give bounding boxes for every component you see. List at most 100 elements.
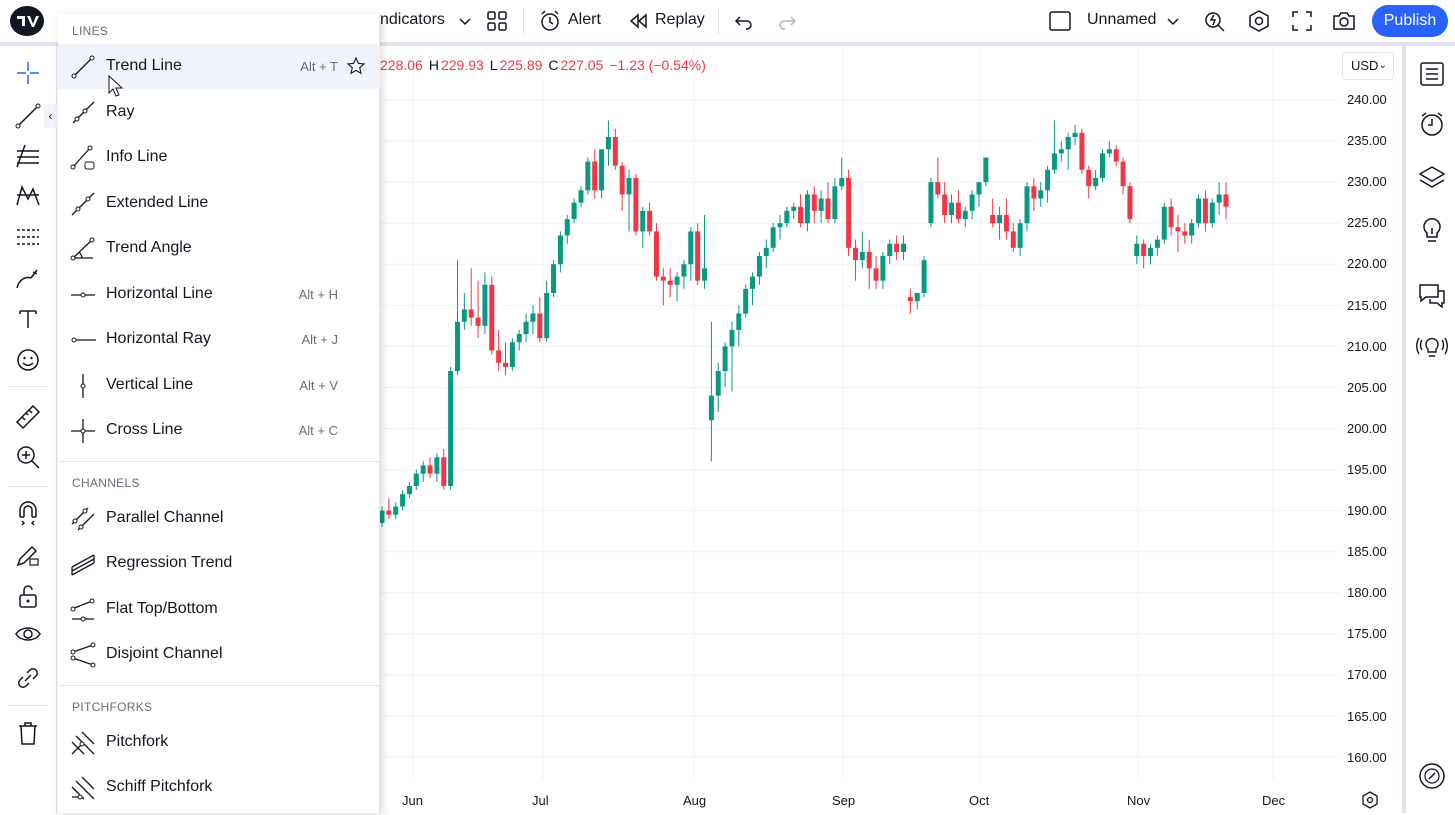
streams-lightbulb-icon[interactable] [1416, 330, 1448, 362]
candle [509, 338, 515, 372]
menu-item-regression-trend[interactable]: Regression Trend [58, 541, 380, 586]
camera-snapshot-icon[interactable] [1331, 8, 1357, 34]
ideas-lightbulb-icon[interactable] [1416, 214, 1448, 246]
settings-hexagon-icon[interactable] [1246, 8, 1272, 34]
crosshair-icon[interactable] [13, 58, 43, 88]
magnet-icon[interactable] [13, 500, 43, 530]
replay-icon[interactable] [626, 8, 652, 34]
candlestick-chart[interactable] [380, 46, 1340, 780]
menu-item-cross-line[interactable]: Cross Line Alt + C [58, 408, 380, 453]
undo-icon[interactable] [731, 8, 757, 34]
candle [1182, 223, 1188, 244]
layout-checkbox-icon[interactable] [1047, 8, 1073, 34]
price-tick-label: 215.00 [1347, 297, 1387, 313]
candle [798, 194, 804, 228]
candle [544, 280, 550, 343]
trend-line-tool-icon[interactable] [13, 101, 43, 131]
chevron-down-icon[interactable] [452, 8, 478, 34]
menu-item-flat-top-bottom[interactable]: Flat Top/Bottom [58, 587, 380, 632]
menu-item-parallel-channel[interactable]: Parallel Channel [58, 496, 380, 541]
ohlc-legend: 228.06 H 229.93 L 225.89 C 227.05 −1.23 (−0.54%… [380, 57, 712, 73]
menu-item-vertical-line[interactable]: Vertical Line Alt + V [58, 363, 380, 408]
candle [681, 260, 687, 289]
candle [866, 239, 872, 289]
candle [640, 206, 646, 248]
ruler-icon[interactable] [13, 402, 43, 432]
indicators-button[interactable]: ndicators [380, 11, 445, 28]
text-tool-icon[interactable] [13, 304, 43, 334]
candle [900, 235, 906, 261]
candle [1010, 223, 1016, 252]
candle [729, 321, 735, 392]
trend-angle-icon [68, 234, 98, 264]
menu-item-trend-line[interactable]: Trend Line Alt + T [58, 44, 380, 89]
layout-name[interactable]: Unnamed [1087, 11, 1157, 28]
alert-button[interactable]: Alert [568, 11, 601, 28]
legend-change: −1.23 (−0.54%) [609, 57, 706, 73]
fib-retracement-icon[interactable] [13, 141, 43, 171]
menu-item-trend-angle[interactable]: Trend Angle [58, 226, 380, 271]
trash-icon[interactable] [13, 718, 43, 748]
favorite-star-icon[interactable] [346, 56, 366, 76]
candle [722, 342, 728, 388]
menu-item-pitchfork[interactable]: Pitchfork [58, 720, 380, 765]
redo-icon[interactable] [774, 8, 800, 34]
menu-item-label: Trend Angle [106, 239, 192, 256]
zoom-in-icon[interactable] [13, 442, 43, 472]
candle [461, 292, 467, 330]
link-icon[interactable] [13, 663, 43, 693]
candle [756, 251, 762, 285]
menu-item-label: Disjoint Channel [106, 645, 223, 662]
layouts-grid-icon[interactable] [484, 8, 510, 34]
help-compass-icon[interactable] [1416, 760, 1448, 792]
prediction-tool-icon[interactable] [13, 222, 43, 252]
chats-icon[interactable] [1416, 279, 1448, 311]
candle [763, 239, 769, 269]
candle [605, 120, 611, 166]
layers-icon[interactable] [1416, 162, 1448, 194]
menu-item-disjoint-channel[interactable]: Disjoint Channel [58, 632, 380, 677]
tradingview-logo[interactable] [10, 6, 44, 36]
candle [1024, 182, 1030, 232]
menu-item-horizontal-line[interactable]: Horizontal Line Alt + H [58, 272, 380, 317]
candle [667, 268, 673, 298]
unlock-icon[interactable] [13, 581, 43, 611]
axis-settings-gear-icon[interactable] [1360, 790, 1380, 810]
candle [1127, 182, 1133, 224]
brush-tool-icon[interactable] [13, 264, 43, 294]
menu-item-ray[interactable]: Ray [58, 90, 380, 135]
alert-clock-icon[interactable] [537, 8, 563, 34]
emoji-icon[interactable] [13, 345, 43, 375]
right-widget-toolbar [1402, 46, 1455, 813]
fullscreen-icon[interactable] [1289, 8, 1315, 34]
time-tick-label: Sep [832, 793, 856, 808]
candle [516, 329, 522, 351]
menu-item-info-line[interactable]: Info Line [58, 135, 380, 180]
candle [804, 190, 810, 232]
menu-item-horizontal-ray[interactable]: Horizontal Ray Alt + J [58, 317, 380, 362]
chevron-down-icon[interactable] [1160, 8, 1186, 34]
menu-item-schiff-pitchfork[interactable]: Schiff Pitchfork [58, 765, 380, 810]
menu-item-extended-line[interactable]: Extended Line [58, 181, 380, 226]
replay-button[interactable]: Replay [655, 11, 705, 28]
candle [736, 305, 742, 347]
candle [688, 227, 694, 281]
watchlist-icon[interactable] [1416, 58, 1448, 90]
alerts-clock-icon[interactable] [1416, 108, 1448, 140]
candle [997, 206, 1003, 240]
lock-drawing-pencil-icon[interactable] [13, 540, 43, 570]
candle [969, 190, 975, 220]
quick-search-icon[interactable] [1202, 8, 1228, 34]
candle [1093, 169, 1099, 191]
menu-item-label: Vertical Line [106, 376, 194, 393]
candle [832, 178, 838, 224]
candle [715, 362, 721, 413]
currency-select[interactable]: USD ⌄ [1342, 52, 1394, 80]
candle [1031, 178, 1037, 211]
publish-button[interactable]: Publish [1372, 5, 1448, 37]
eye-visibility-icon[interactable] [13, 619, 43, 649]
pattern-tool-icon[interactable] [13, 181, 43, 211]
candle [859, 231, 865, 269]
legend-low-key: L [489, 57, 498, 73]
collapse-arrow-icon[interactable]: ‹ [44, 104, 57, 128]
